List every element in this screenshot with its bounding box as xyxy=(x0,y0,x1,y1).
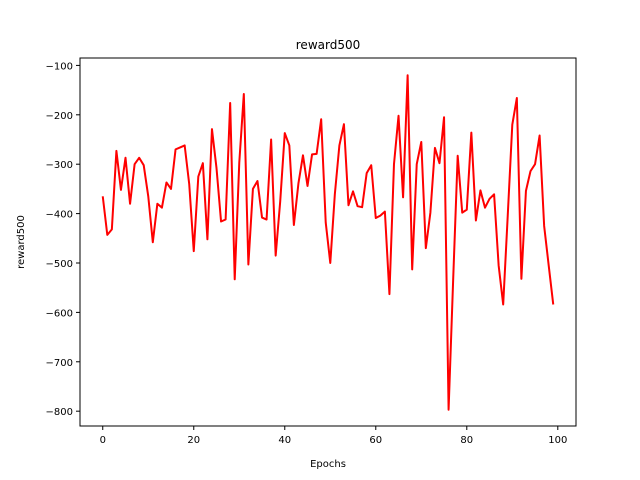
y-tick-label: −400 xyxy=(46,210,73,221)
x-tick-label: 40 xyxy=(278,435,291,446)
y-tick-label: −200 xyxy=(46,111,73,122)
y-tick-label: −500 xyxy=(46,259,73,270)
x-axis: 0 20 40 60 80 100 xyxy=(100,426,567,446)
x-axis-label: Epochs xyxy=(310,459,346,470)
chart-title: reward500 xyxy=(296,38,360,52)
plot-area xyxy=(79,57,577,427)
y-tick-label: −300 xyxy=(46,160,73,171)
y-tick-label: −700 xyxy=(46,358,73,369)
y-tick-label: −800 xyxy=(46,407,73,418)
series-line-reward500 xyxy=(101,74,555,411)
y-tick-label: −100 xyxy=(46,61,73,72)
x-tick-label: 100 xyxy=(548,435,567,446)
y-axis: −100 −200 −300 −400 −500 −600 −700 −800 xyxy=(46,61,80,418)
y-axis-label: reward500 xyxy=(16,215,27,269)
x-tick-label: 20 xyxy=(187,435,200,446)
plot-frame xyxy=(79,57,577,427)
x-tick-label: 80 xyxy=(460,435,473,446)
y-tick-label: −600 xyxy=(46,308,73,319)
x-tick-label: 0 xyxy=(100,435,106,446)
x-tick-label: 60 xyxy=(369,435,382,446)
